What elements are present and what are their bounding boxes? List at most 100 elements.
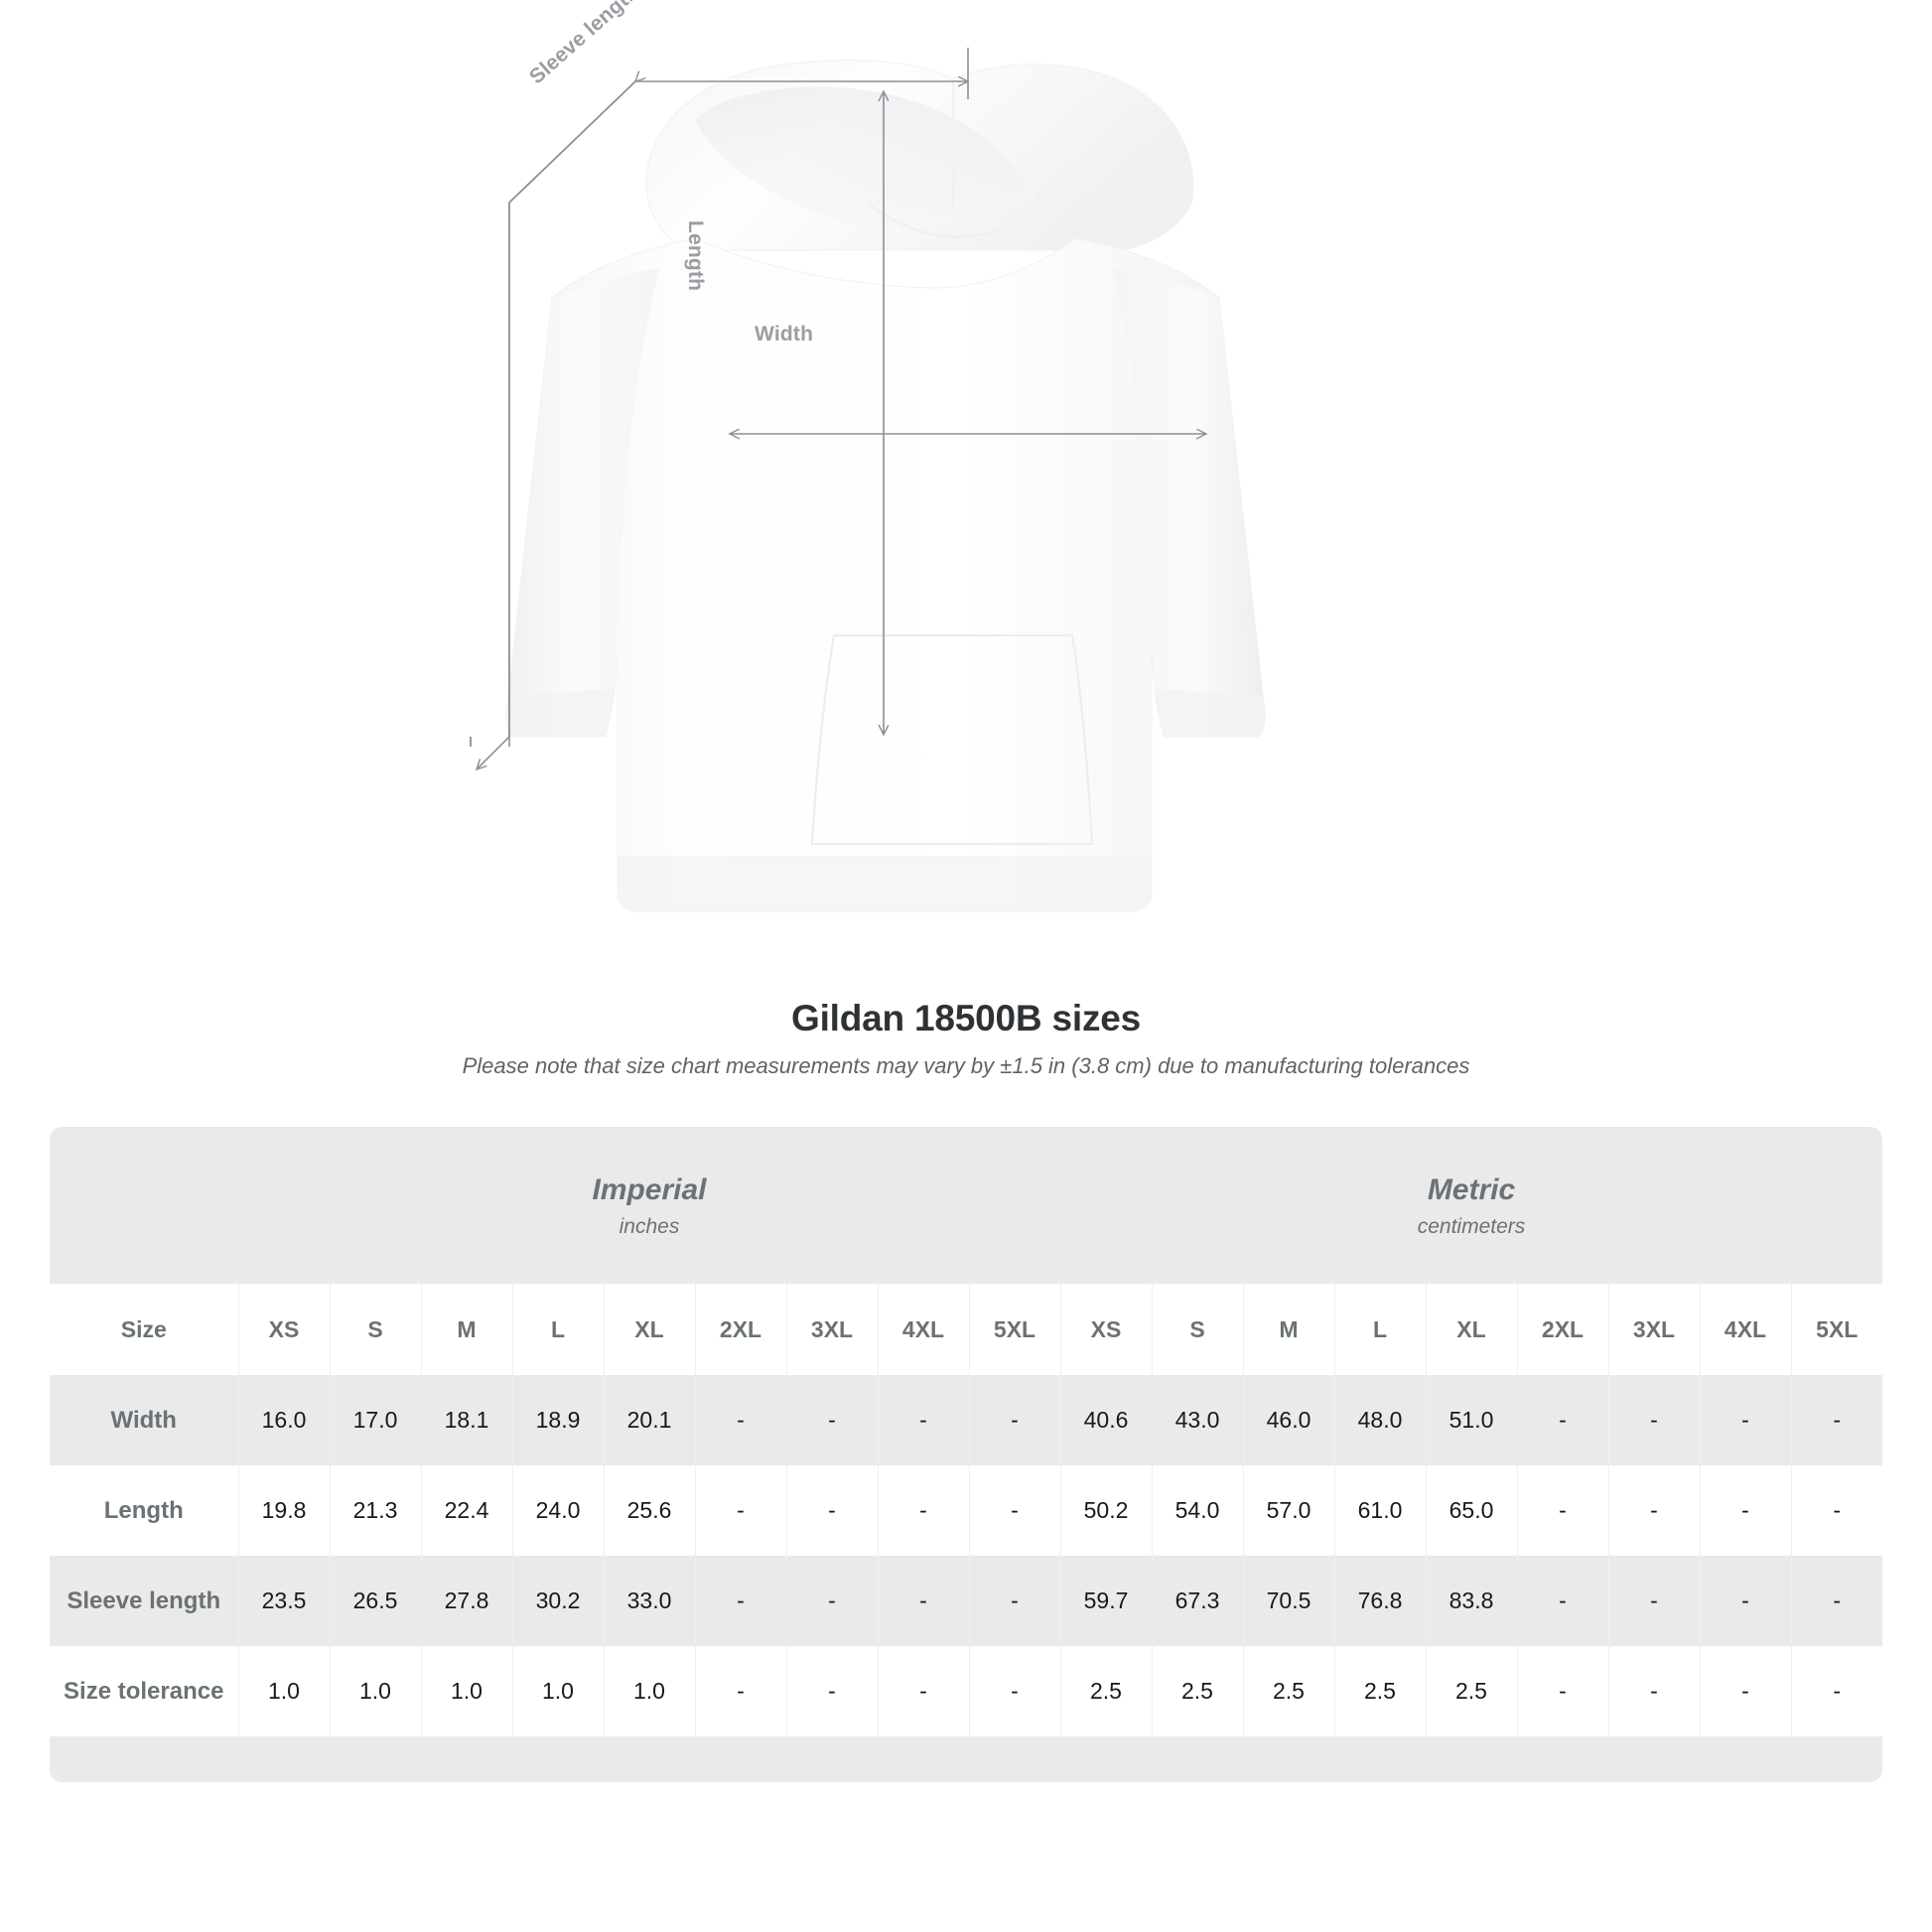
- cell-value: 40.6: [1059, 1375, 1153, 1465]
- tolerance-note: Please note that size chart measurements…: [462, 1053, 1470, 1078]
- cell-value: 54.0: [1152, 1465, 1244, 1556]
- cell-value: -: [695, 1556, 787, 1646]
- unit-group-metric: Metric centimeters: [1060, 1127, 1882, 1284]
- cell-value: -: [878, 1646, 970, 1736]
- cell-value: -: [786, 1556, 879, 1646]
- unit-row-spacer: [50, 1127, 238, 1284]
- cell-value: 30.2: [512, 1556, 605, 1646]
- cell-value: 2.5: [1059, 1646, 1153, 1736]
- cell-value: 2.5: [1152, 1646, 1244, 1736]
- size-header-row: Size XS S M L XL 2XL 3XL 4XL 5XL XS S M L XL 2XL 3XL 4XL 5…: [50, 1284, 1882, 1375]
- cell-value: 70.5: [1243, 1556, 1335, 1646]
- cell-value: -: [1791, 1375, 1882, 1465]
- cell-value: 76.8: [1334, 1556, 1427, 1646]
- cell-value: -: [695, 1465, 787, 1556]
- cell-value: 1.0: [604, 1646, 696, 1736]
- cell-value: 24.0: [512, 1465, 605, 1556]
- cell-value: -: [878, 1465, 970, 1556]
- row-label-width: Width: [50, 1375, 239, 1465]
- cell-value: 22.4: [421, 1465, 513, 1556]
- table-row: Width 16.0 17.0 18.1 18.9 20.1- - - -40.6 43.0 46.…: [50, 1375, 1882, 1465]
- cell-value: -: [1517, 1465, 1609, 1556]
- size-header-metric-s: S: [1152, 1284, 1244, 1375]
- cell-value: 1.0: [238, 1646, 331, 1736]
- cell-value: 51.0: [1426, 1375, 1518, 1465]
- cell-value: 19.8: [238, 1465, 331, 1556]
- dimension-lines: [470, 48, 1206, 769]
- length-label: Length: [684, 220, 707, 292]
- size-header-imperial-2xl: 2XL: [695, 1284, 787, 1375]
- size-header-metric-l: L: [1334, 1284, 1427, 1375]
- cell-value: 46.0: [1243, 1375, 1335, 1465]
- cell-value: 17.0: [330, 1375, 422, 1465]
- cell-value: -: [1517, 1646, 1609, 1736]
- cell-value: -: [786, 1465, 879, 1556]
- cell-value: -: [1700, 1465, 1792, 1556]
- unit-subtitle: inches: [619, 1214, 680, 1238]
- size-header-metric-m: M: [1243, 1284, 1335, 1375]
- cell-value: -: [786, 1375, 879, 1465]
- size-header-imperial-xl: XL: [604, 1284, 696, 1375]
- cell-value: -: [1608, 1556, 1701, 1646]
- cell-value: -: [969, 1375, 1061, 1465]
- title-block: Gildan 18500B sizes Please note that siz…: [0, 998, 1932, 1079]
- size-column-header: Size: [50, 1284, 239, 1375]
- size-header-imperial-l: L: [512, 1284, 605, 1375]
- row-label-length: Length: [50, 1465, 239, 1556]
- row-label-sleeve-length: Sleeve length: [50, 1556, 239, 1646]
- size-header-metric-3xl: 3XL: [1608, 1284, 1701, 1375]
- size-header-metric-xl: XL: [1426, 1284, 1518, 1375]
- cell-value: -: [878, 1375, 970, 1465]
- cell-value: -: [1517, 1556, 1609, 1646]
- page-title: Gildan 18500B sizes: [791, 998, 1141, 1038]
- cell-value: 1.0: [330, 1646, 422, 1736]
- footer-spacer: [50, 1736, 1882, 1782]
- unit-header-row: Imperial inches Metric centimeters: [50, 1127, 1882, 1284]
- size-header-metric-4xl: 4XL: [1700, 1284, 1792, 1375]
- size-table-wrapper: Imperial inches Metric centimeters Size XS S M L…: [50, 1127, 1882, 1782]
- cell-value: 65.0: [1426, 1465, 1518, 1556]
- cell-value: 1.0: [512, 1646, 605, 1736]
- size-header-metric-5xl: 5XL: [1791, 1284, 1882, 1375]
- size-header-imperial-m: M: [421, 1284, 513, 1375]
- cell-value: -: [1791, 1556, 1882, 1646]
- width-label: Width: [755, 323, 814, 345]
- cell-value: 67.3: [1152, 1556, 1244, 1646]
- cell-value: 83.8: [1426, 1556, 1518, 1646]
- size-header-imperial-s: S: [330, 1284, 422, 1375]
- cell-value: -: [1700, 1646, 1792, 1736]
- hoodie-illustration: Sleeve length Length Width: [470, 0, 1266, 912]
- unit-name: Metric: [1427, 1173, 1516, 1207]
- cell-value: -: [695, 1375, 787, 1465]
- garment-shape: [505, 60, 1266, 912]
- cell-value: 33.0: [604, 1556, 696, 1646]
- unit-name: Imperial: [592, 1173, 707, 1207]
- cell-value: 25.6: [604, 1465, 696, 1556]
- cell-value: -: [786, 1646, 879, 1736]
- cell-value: 23.5: [238, 1556, 331, 1646]
- size-table: Imperial inches Metric centimeters Size XS S M L…: [50, 1127, 1882, 1782]
- size-header-metric-xs: XS: [1059, 1284, 1153, 1375]
- cell-value: -: [1700, 1556, 1792, 1646]
- cell-value: -: [969, 1646, 1061, 1736]
- cell-value: 27.8: [421, 1556, 513, 1646]
- cell-value: 57.0: [1243, 1465, 1335, 1556]
- cell-value: -: [695, 1646, 787, 1736]
- cell-value: 20.1: [604, 1375, 696, 1465]
- hoodie-graphic: [470, 48, 1266, 912]
- row-label-size-tolerance: Size tolerance: [50, 1646, 239, 1736]
- cell-value: 2.5: [1426, 1646, 1518, 1736]
- unit-group-imperial: Imperial inches: [238, 1127, 1060, 1284]
- cell-value: 18.9: [512, 1375, 605, 1465]
- cell-value: -: [1517, 1375, 1609, 1465]
- cell-value: 59.7: [1059, 1556, 1153, 1646]
- table-row: Length 19.8 21.3 22.4 24.0 25.6- - - -50.2 54.0 57…: [50, 1465, 1882, 1556]
- cell-value: 16.0: [238, 1375, 331, 1465]
- cell-value: -: [1791, 1465, 1882, 1556]
- cell-value: -: [969, 1556, 1061, 1646]
- cell-value: -: [1791, 1646, 1882, 1736]
- cell-value: -: [1608, 1646, 1701, 1736]
- unit-subtitle: centimeters: [1417, 1214, 1526, 1238]
- cell-value: 50.2: [1059, 1465, 1153, 1556]
